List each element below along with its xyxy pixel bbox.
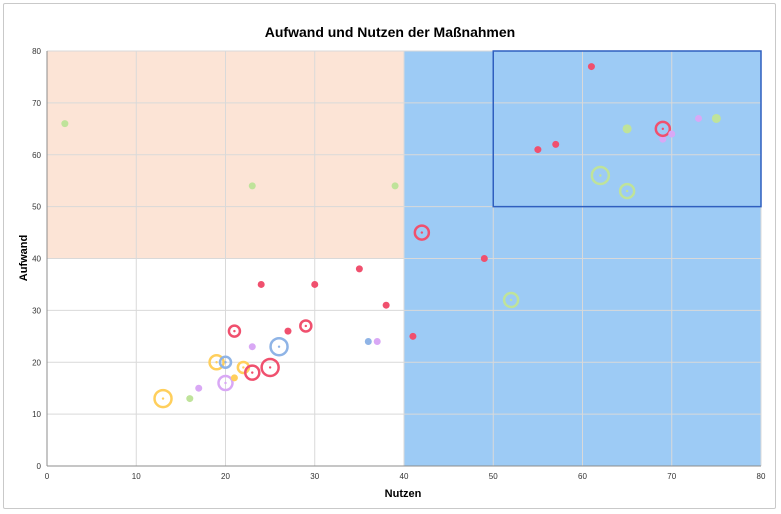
- x-tick-label: 30: [310, 472, 319, 481]
- data-point-center: [233, 329, 236, 333]
- y-tick-label: 40: [32, 255, 41, 264]
- data-point-ring: [618, 182, 636, 200]
- data-point-center: [251, 371, 254, 374]
- y-tick-label: 70: [32, 99, 41, 108]
- data-point-ring: [654, 120, 672, 138]
- y-tick-label: 80: [32, 47, 41, 56]
- x-tick-label: 60: [578, 472, 587, 481]
- data-point: [659, 135, 667, 143]
- data-point: [391, 182, 399, 190]
- data-point: [622, 124, 632, 134]
- data-point-ring: [590, 165, 611, 186]
- y-tick-label: 30: [32, 306, 41, 315]
- y-tick-label: 50: [32, 203, 41, 212]
- data-point: [355, 265, 363, 273]
- chart-title: Aufwand und Nutzen der Maßnahmen: [265, 24, 515, 40]
- data-point-center: [215, 361, 218, 364]
- data-point: [257, 280, 265, 288]
- data-point: [711, 113, 721, 123]
- data-point: [587, 63, 595, 71]
- data-point-center: [161, 397, 165, 400]
- x-tick-label: 50: [489, 472, 498, 481]
- y-axis-label: Aufwand: [18, 235, 30, 281]
- data-point: [248, 182, 256, 190]
- data-point-center: [625, 189, 629, 193]
- data-point-ring: [299, 319, 313, 333]
- y-tick-label: 20: [32, 358, 41, 367]
- data-point-ring: [217, 374, 234, 392]
- data-point: [480, 255, 488, 262]
- data-point: [311, 280, 319, 288]
- x-axis-label: Nutzen: [385, 488, 422, 500]
- y-tick-labels: 0 10 20 30 40 50 60 70 80: [32, 47, 41, 471]
- data-point: [695, 114, 703, 122]
- data-point-center: [224, 361, 227, 364]
- x-tick-label: 70: [667, 472, 676, 481]
- region-priority-box: [492, 50, 762, 208]
- data-point-center: [224, 381, 227, 385]
- data-point: [534, 146, 542, 154]
- data-point-ring: [227, 324, 242, 338]
- data-point-ring: [260, 357, 280, 378]
- x-tick-label: 0: [45, 472, 50, 481]
- data-point-ring: [153, 388, 173, 409]
- x-tick-label: 80: [757, 472, 766, 481]
- data-point: [364, 338, 372, 345]
- data-point-center: [661, 127, 665, 131]
- chart-axes: [46, 51, 761, 467]
- x-tick-label: 10: [132, 472, 141, 481]
- data-point: [373, 338, 381, 345]
- y-tick-label: 10: [32, 410, 41, 419]
- data-point: [186, 395, 194, 403]
- y-tick-label: 0: [37, 462, 42, 471]
- data-point: [552, 140, 560, 148]
- data-point-center: [268, 366, 272, 369]
- data-point: [382, 301, 390, 309]
- x-tick-label: 40: [400, 472, 409, 481]
- data-point: [230, 374, 238, 382]
- x-tick-label: 20: [221, 472, 230, 481]
- priority-box-layer: [492, 50, 762, 208]
- data-point-ring: [413, 224, 431, 241]
- data-point-ring: [269, 336, 289, 357]
- data-point: [409, 332, 417, 340]
- data-point: [195, 384, 203, 392]
- data-point: [248, 343, 256, 351]
- data-point-center: [599, 174, 602, 177]
- y-tick-label: 60: [32, 151, 41, 160]
- data-point-ring: [218, 355, 233, 369]
- data-point: [61, 120, 69, 128]
- data-points: [61, 63, 721, 409]
- data-point-ring: [244, 364, 261, 381]
- data-point: [284, 327, 292, 335]
- data-point-center: [509, 298, 513, 302]
- data-point-center: [420, 231, 424, 234]
- data-point: [668, 130, 676, 138]
- data-point-ring: [208, 354, 225, 371]
- data-point-center: [277, 345, 281, 348]
- x-tick-labels: 0 10 20 30 40 50 60 70 80: [45, 472, 766, 481]
- data-point-ring: [502, 291, 520, 309]
- data-point-center: [304, 324, 308, 328]
- data-point-center: [242, 366, 245, 369]
